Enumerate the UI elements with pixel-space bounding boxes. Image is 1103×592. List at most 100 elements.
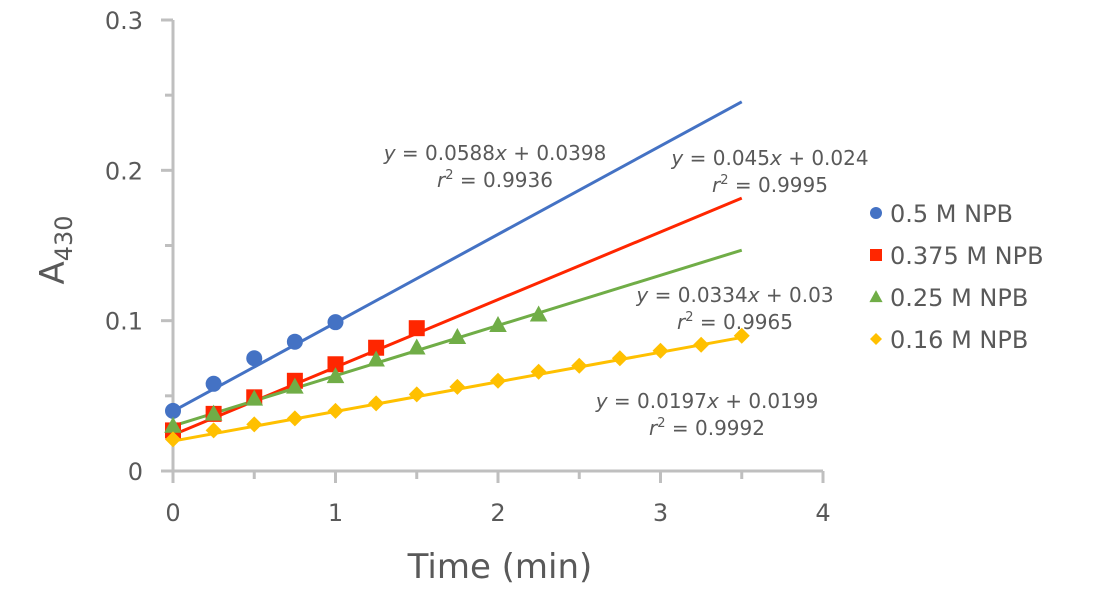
data-point-series-3 <box>489 315 507 332</box>
data-point-series-1 <box>205 375 222 392</box>
eq-y-var: y <box>635 283 649 307</box>
data-point-series-4 <box>530 363 547 380</box>
eq-intercept: + 0.0398 <box>507 141 606 165</box>
legend-marker-square-icon <box>870 249 882 261</box>
legend-marker-diamond-icon <box>870 333 882 345</box>
trendline-1 <box>172 100 743 413</box>
y-tick-label: 0 <box>128 458 143 486</box>
r-squared-label-4: r2 = 0.9992 <box>649 416 765 440</box>
x-tick-label: 4 <box>815 499 830 527</box>
legend-marker-triangle-icon <box>869 290 883 303</box>
legend-item-4: 0.16 M NPB <box>870 326 1028 354</box>
data-point-series-4 <box>652 342 669 359</box>
r-squared-label-3: r2 = 0.9965 <box>677 310 793 334</box>
r-var: r <box>712 173 722 197</box>
r-superscript: 2 <box>445 168 453 183</box>
r-var: r <box>649 416 659 440</box>
data-point-series-3 <box>326 367 345 384</box>
y-tick-label: 0.1 <box>105 308 143 336</box>
r-superscript: 2 <box>720 173 728 188</box>
eq-y-var: y <box>383 141 397 165</box>
eq-x-var: x <box>706 389 719 413</box>
eq-intercept: + 0.024 <box>782 146 869 170</box>
y-axis-title-subscript: 430 <box>50 215 78 261</box>
eq-x-var: x <box>494 141 507 165</box>
trendline-equation-1: y = 0.0588x + 0.0398 <box>383 141 607 165</box>
r-squared-label-1: r2 = 0.9936 <box>437 168 553 192</box>
x-tick-label: 3 <box>653 499 668 527</box>
data-point-series-4 <box>408 386 425 403</box>
eq-y-var: y <box>670 146 684 170</box>
r-var: r <box>437 168 447 192</box>
legend-label: 0.5 M NPB <box>890 200 1013 228</box>
eq-slope: = 0.0334 <box>648 283 747 307</box>
data-point-series-3 <box>448 328 467 345</box>
data-point-series-4 <box>246 416 263 433</box>
eq-intercept: + 0.0199 <box>719 389 818 413</box>
legend-label: 0.25 M NPB <box>890 284 1028 312</box>
data-point-series-4 <box>286 410 303 427</box>
r-var: r <box>677 310 687 334</box>
eq-slope: = 0.045 <box>683 146 770 170</box>
data-point-series-4 <box>368 395 385 412</box>
y-axis-title-main: A <box>33 261 73 284</box>
data-point-series-4 <box>733 327 750 344</box>
r-squared-value: = 0.9936 <box>454 168 553 192</box>
data-point-series-1 <box>286 333 303 350</box>
trendline-equation-2: y = 0.045x + 0.024 <box>670 146 868 170</box>
data-point-series-4 <box>205 422 222 439</box>
data-point-series-3 <box>245 389 264 406</box>
x-tick-label: 0 <box>165 499 180 527</box>
x-tick-label: 2 <box>490 499 505 527</box>
data-point-series-3 <box>529 305 548 322</box>
data-point-series-3 <box>164 416 182 433</box>
data-point-series-3 <box>286 377 304 394</box>
data-point-series-4 <box>165 431 181 448</box>
eq-x-var: x <box>769 146 782 170</box>
data-point-series-4 <box>571 357 588 374</box>
data-point-series-3 <box>204 404 223 421</box>
y-tick-label: 0.2 <box>105 157 143 185</box>
data-point-series-3 <box>407 338 426 355</box>
legend-marker-circle-icon <box>870 207 882 219</box>
legend: 0.5 M NPB 0.375 M NPB 0.25 M NPB 0.16 M NPB <box>869 200 1044 354</box>
data-point-series-4 <box>693 336 710 353</box>
eq-y-var: y <box>595 389 609 413</box>
eq-x-var: x <box>747 283 760 307</box>
trendline-equation-3: y = 0.0334x + 0.03 <box>635 283 833 307</box>
r-squared-label-2: r2 = 0.9995 <box>712 173 828 197</box>
x-tick-label: 1 <box>328 499 343 527</box>
y-tick-label: 0.3 <box>105 7 143 35</box>
data-point-series-1 <box>165 402 181 419</box>
legend-item-1: 0.5 M NPB <box>870 200 1013 228</box>
data-point-series-4 <box>611 350 628 367</box>
data-point-series-4 <box>449 378 466 395</box>
r-squared-value: = 0.9995 <box>729 173 828 197</box>
data-point-series-4 <box>490 372 506 389</box>
trendline-equation-4: y = 0.0197x + 0.0199 <box>595 389 819 413</box>
axes: 0 0.1 0.2 0.3 0 1 2 3 4 <box>105 7 831 527</box>
data-point-series-3 <box>367 350 385 367</box>
legend-label: 0.375 M NPB <box>890 242 1044 270</box>
r-squared-value: = 0.9992 <box>666 416 765 440</box>
r-superscript: 2 <box>657 416 665 431</box>
y-axis-title: A430 <box>33 215 78 284</box>
legend-item-3: 0.25 M NPB <box>869 284 1028 312</box>
eq-intercept: + 0.03 <box>760 283 834 307</box>
data-point-series-4 <box>327 402 344 419</box>
legend-label: 0.16 M NPB <box>890 326 1028 354</box>
data-point-series-2 <box>408 320 425 337</box>
x-axis-title: Time (min) <box>407 547 593 587</box>
r-superscript: 2 <box>685 310 693 325</box>
eq-slope: = 0.0197 <box>608 389 707 413</box>
data-point-series-1 <box>246 350 263 367</box>
r-squared-value: = 0.9965 <box>694 310 793 334</box>
data-markers <box>164 305 750 448</box>
data-point-series-1 <box>327 314 344 331</box>
data-point-series-2 <box>368 339 385 356</box>
eq-slope: = 0.0588 <box>396 141 495 165</box>
legend-item-2: 0.375 M NPB <box>870 242 1044 270</box>
data-point-series-2 <box>327 356 344 373</box>
